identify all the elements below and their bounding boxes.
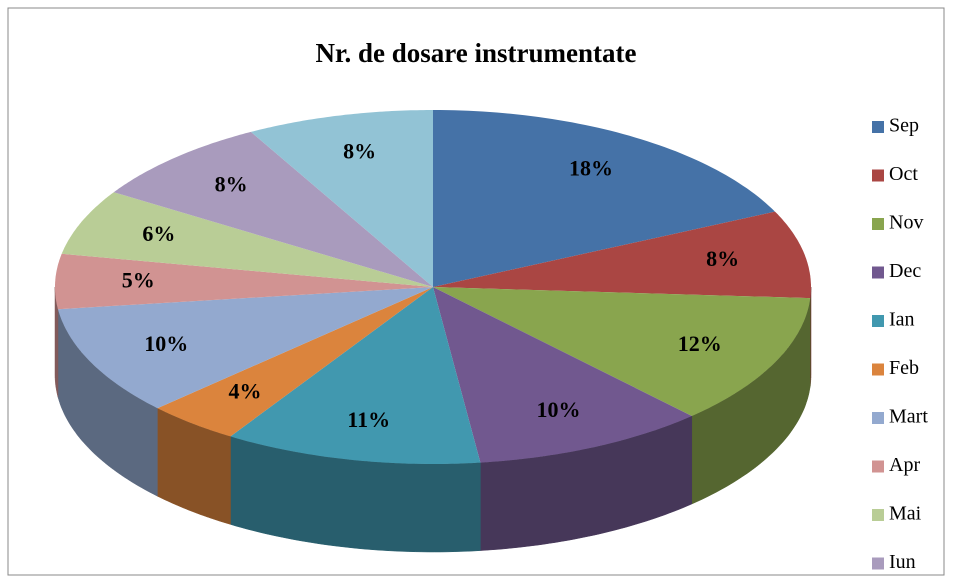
slice — [55, 253, 433, 310]
legend-swatch — [872, 557, 884, 570]
legend-label: Mai — [889, 503, 922, 525]
legend-label: Oct — [889, 163, 918, 185]
chart-title: Nr. de dosare instrumentate — [316, 38, 637, 68]
data-label: 8% — [215, 171, 248, 196]
data-label: 10% — [144, 331, 188, 356]
legend-label: Iun — [889, 551, 916, 573]
slice — [58, 287, 433, 409]
slice — [113, 131, 434, 287]
legend-swatch — [872, 121, 884, 133]
legend-label: Mart — [889, 406, 928, 428]
data-label: 6% — [142, 221, 175, 246]
legend-swatch — [872, 363, 884, 376]
legend-label: Feb — [889, 357, 919, 379]
data-label: 5% — [122, 268, 155, 293]
data-label: 11% — [347, 407, 390, 432]
slice — [230, 287, 481, 464]
legend-label: Sep — [889, 115, 919, 137]
legend-label: Ian — [889, 309, 915, 331]
legend-swatch — [872, 315, 884, 327]
slice — [157, 287, 433, 437]
legend-label: Apr — [889, 454, 920, 476]
legend-swatch — [872, 169, 884, 182]
slice — [433, 110, 775, 287]
legend-swatch — [872, 412, 884, 424]
data-label: 4% — [229, 378, 262, 403]
slice — [433, 287, 692, 463]
data-label: 12% — [678, 331, 722, 356]
data-label: 8% — [706, 246, 739, 271]
slice — [61, 192, 433, 287]
data-label: 18% — [569, 155, 613, 180]
slice — [250, 110, 433, 287]
legend-label: Nov — [889, 212, 923, 234]
legend-label: Dec — [889, 260, 921, 282]
legend-swatch — [872, 509, 884, 521]
data-label: 10% — [537, 397, 581, 422]
legend-swatch — [872, 266, 884, 279]
slice — [433, 211, 811, 299]
legend-swatch — [872, 460, 884, 473]
slice — [433, 287, 811, 416]
data-label: 8% — [343, 138, 376, 163]
legend-swatch — [872, 218, 884, 230]
